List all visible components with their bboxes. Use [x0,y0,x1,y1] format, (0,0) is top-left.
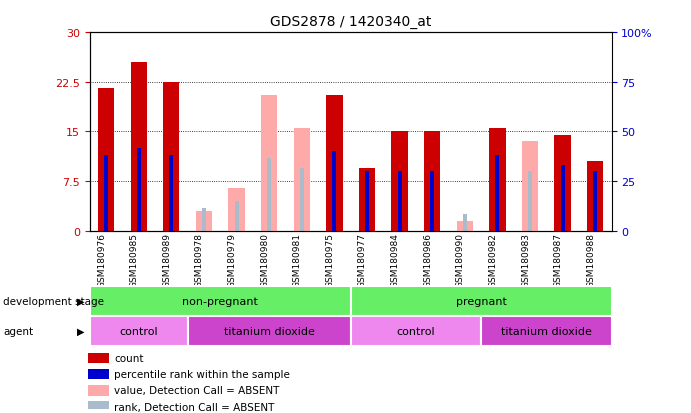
Text: GSM180981: GSM180981 [293,233,302,288]
Bar [300,169,304,231]
Text: GSM180990: GSM180990 [456,233,465,288]
Text: pregnant: pregnant [455,296,507,306]
Title: GDS2878 / 1420340_at: GDS2878 / 1420340_at [270,15,431,29]
Bar [202,208,206,231]
Bar [365,172,369,231]
Bar [188,316,350,346]
Text: GSM180989: GSM180989 [162,233,171,288]
Bar [163,83,180,231]
Bar [350,316,481,346]
Bar [137,149,141,231]
Bar [88,369,109,380]
Text: rank, Detection Call = ABSENT: rank, Detection Call = ABSENT [115,401,275,411]
Bar [560,165,565,231]
Text: GSM180982: GSM180982 [489,233,498,287]
Text: development stage: development stage [3,296,104,306]
Text: titanium dioxide: titanium dioxide [224,326,314,336]
Bar [391,132,408,231]
Text: titanium dioxide: titanium dioxide [501,326,591,336]
Text: control: control [397,326,435,336]
Bar [90,286,350,316]
Bar [495,155,500,231]
Text: GSM180978: GSM180978 [195,233,204,288]
Bar [587,162,603,231]
Text: ▶: ▶ [77,296,84,306]
Bar [481,316,612,346]
Bar [350,286,612,316]
Text: GSM180983: GSM180983 [521,233,530,288]
Text: GSM180979: GSM180979 [227,233,236,288]
Bar [229,188,245,231]
Bar [196,211,212,231]
Text: GSM180980: GSM180980 [261,233,269,288]
Text: ▶: ▶ [77,326,84,336]
Text: control: control [120,326,158,336]
Bar [326,96,343,231]
Text: GSM180987: GSM180987 [553,233,562,288]
Text: GSM180976: GSM180976 [97,233,106,288]
Text: count: count [115,353,144,363]
Text: GSM180977: GSM180977 [358,233,367,288]
Bar [88,353,109,363]
Text: GSM180975: GSM180975 [325,233,334,288]
Text: GSM180984: GSM180984 [390,233,399,287]
Text: agent: agent [3,326,34,336]
Bar [90,316,188,346]
Bar [104,155,108,231]
Bar [98,89,114,231]
Bar [554,135,571,231]
Bar [489,129,506,231]
Bar [332,152,337,231]
Bar [463,215,466,231]
Bar [430,172,434,231]
Bar [522,142,538,231]
Bar [169,155,173,231]
Text: percentile rank within the sample: percentile rank within the sample [115,369,290,379]
Bar [88,385,109,396]
Bar [457,221,473,231]
Bar [424,132,440,231]
Bar [594,172,597,231]
Bar [88,401,109,412]
Text: GSM180985: GSM180985 [130,233,139,288]
Bar [261,96,277,231]
Bar [235,202,238,231]
Bar [267,159,271,231]
Text: GSM180986: GSM180986 [423,233,432,288]
Text: value, Detection Call = ABSENT: value, Detection Call = ABSENT [115,385,280,395]
Bar [359,169,375,231]
Bar [397,172,401,231]
Text: non-pregnant: non-pregnant [182,296,258,306]
Text: GSM180988: GSM180988 [586,233,595,288]
Bar [528,172,532,231]
Bar [294,129,310,231]
Bar [131,63,147,231]
